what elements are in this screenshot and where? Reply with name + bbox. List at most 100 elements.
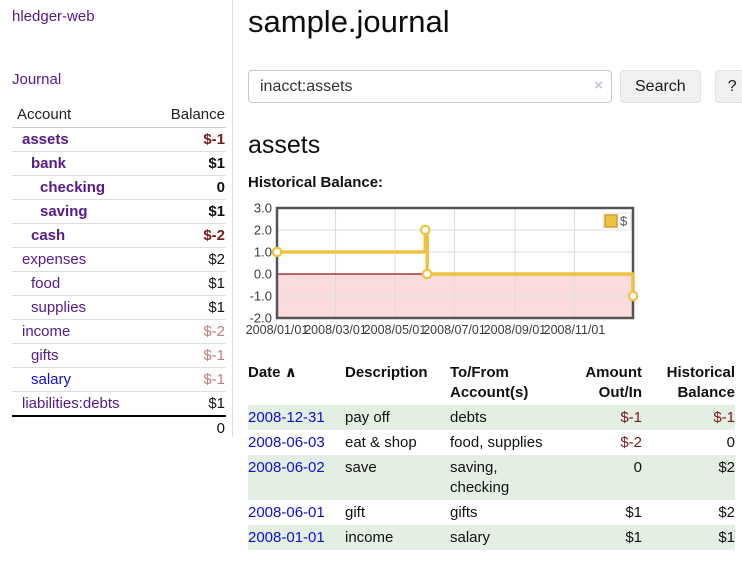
chart-title: Historical Balance: <box>248 174 384 191</box>
register-balance-cell: $-1 <box>713 409 735 426</box>
account-row: expenses $2 <box>12 247 226 272</box>
account-balance: 0 <box>153 175 226 200</box>
account-link[interactable]: cash <box>31 227 66 244</box>
transaction-date-link[interactable]: 2008-12-31 <box>248 409 325 426</box>
account-name-cell: saving <box>12 199 154 224</box>
account-balance: $1 <box>153 151 226 176</box>
account-row: liabilities:debts $1 <box>12 391 226 417</box>
data-point-marker <box>271 246 283 258</box>
account-row: bank $1 <box>12 151 226 176</box>
account-balance: $-1 <box>153 343 226 368</box>
register-row: 2008-12-31 pay off debts $-1 $-1 <box>248 405 735 430</box>
register-row: 2008-01-01 income salary $1 $1 <box>248 525 735 550</box>
account-name-cell: food <box>12 271 154 296</box>
account-name-cell: income <box>12 319 154 344</box>
app-brand-link[interactable]: hledger-web <box>12 8 95 25</box>
register-header-amount: Amount Out/In <box>585 364 642 401</box>
nav-journal-link[interactable]: Journal <box>12 71 62 88</box>
register-balance-cell: $2 <box>718 459 735 476</box>
account-row: saving $1 <box>12 199 226 224</box>
account-link[interactable]: checking <box>40 179 106 196</box>
account-name-cell: gifts <box>12 343 154 368</box>
search-wrap: × <box>248 70 612 103</box>
account-name-cell: liabilities:debts <box>12 391 154 417</box>
account-balance: $1 <box>153 199 226 224</box>
account-balance: $1 <box>153 295 226 320</box>
sidebar-divider <box>232 0 233 437</box>
account-link[interactable]: supplies <box>31 299 87 316</box>
search-button[interactable]: Search <box>620 70 701 103</box>
accounts-header-balance: Balance <box>153 103 226 128</box>
transaction-date-link[interactable]: 2008-06-01 <box>248 504 325 521</box>
search-input[interactable] <box>248 70 612 103</box>
account-link[interactable]: liabilities:debts <box>22 395 120 412</box>
clear-search-icon[interactable]: × <box>594 77 603 94</box>
register-table: Date ∧ Description To/From Account(s) Am… <box>248 362 735 550</box>
main-content: sample.journal × Search ? assets Histori… <box>246 0 742 550</box>
register-date-cell: 2008-06-03 <box>248 430 345 455</box>
register-description-cell: save <box>345 459 377 476</box>
account-link[interactable]: bank <box>31 155 67 172</box>
transaction-date-link[interactable]: 2008-01-01 <box>248 529 325 546</box>
account-row: assets $-1 <box>12 127 226 152</box>
data-point-marker <box>627 290 639 302</box>
account-row: cash $-2 <box>12 223 226 248</box>
accounts-header-row: Account Balance <box>12 103 226 128</box>
account-link[interactable]: expenses <box>22 251 87 268</box>
accounts-total-value: 0 <box>153 415 226 440</box>
account-name-cell: checking <box>12 175 154 200</box>
y-tick-label: 2.0 <box>254 223 272 238</box>
register-balance-cell: $1 <box>718 529 735 546</box>
register-date-cell: 2008-12-31 <box>248 405 345 430</box>
account-link[interactable]: salary <box>31 371 72 388</box>
data-point-marker <box>419 224 431 236</box>
register-date-cell: 2008-01-01 <box>248 525 345 550</box>
y-tick-label: -1.0 <box>250 289 272 304</box>
x-tick-label: 2008/09/01 <box>484 323 547 337</box>
transaction-date-link[interactable]: 2008-06-03 <box>248 434 325 451</box>
sidebar: hledger-web Journal Account Balance asse… <box>0 0 232 440</box>
account-link[interactable]: gifts <box>31 347 59 364</box>
register-header-balance: Historical Balance <box>666 364 735 401</box>
account-balance: $-2 <box>153 223 226 248</box>
legend-swatch <box>604 214 618 228</box>
x-tick-label: 2008/03/01 <box>304 323 367 337</box>
account-row: gifts $-1 <box>12 343 226 368</box>
transaction-date-link[interactable]: 2008-06-02 <box>248 459 325 476</box>
accounts-table: Account Balance assets $-1 bank $1 checking 0… <box>12 103 226 440</box>
sort-ascending-icon: ∧ <box>284 364 297 381</box>
account-row: income $-2 <box>12 319 226 344</box>
help-button[interactable]: ? <box>714 70 742 103</box>
register-header-date[interactable]: Date ∧ <box>248 362 345 405</box>
account-name-cell: expenses <box>12 247 154 272</box>
register-header-accounts: To/From Account(s) <box>450 364 529 401</box>
search-form: × Search ? <box>248 70 742 103</box>
register-amount-cell: $1 <box>625 504 642 521</box>
register-description-cell: pay off <box>345 409 390 426</box>
register-row: 2008-06-03 eat & shop food, supplies $-2 0 <box>248 430 735 455</box>
account-name-cell: salary <box>12 367 154 392</box>
x-tick-label: 2008/11/01 <box>544 323 606 337</box>
account-row: checking 0 <box>12 175 226 200</box>
x-tick-label: 2008/01/01 <box>246 323 309 337</box>
legend-label: $ <box>620 214 628 229</box>
account-link[interactable]: assets <box>22 131 69 148</box>
register-header-date-label: Date <box>248 364 281 381</box>
account-link[interactable]: food <box>31 275 61 292</box>
accounts-total-row: 0 <box>12 415 226 440</box>
register-balance-cell: $2 <box>718 504 735 521</box>
account-name-cell: supplies <box>12 295 154 320</box>
register-amount-cell: $1 <box>625 529 642 546</box>
register-accounts-cell: saving, checking <box>450 459 510 496</box>
register-description-cell: eat & shop <box>345 434 417 451</box>
register-row: 2008-06-01 gift gifts $1 $2 <box>248 500 735 525</box>
plot-border <box>275 206 635 320</box>
accounts-total-spacer <box>12 415 154 440</box>
register-balance-cell: 0 <box>726 434 735 451</box>
account-row: salary $-1 <box>12 367 226 392</box>
account-link[interactable]: income <box>22 323 71 340</box>
register-amount-cell: 0 <box>633 459 642 476</box>
account-row: food $1 <box>12 271 226 296</box>
account-link[interactable]: saving <box>40 203 88 220</box>
account-row: supplies $1 <box>12 295 226 320</box>
